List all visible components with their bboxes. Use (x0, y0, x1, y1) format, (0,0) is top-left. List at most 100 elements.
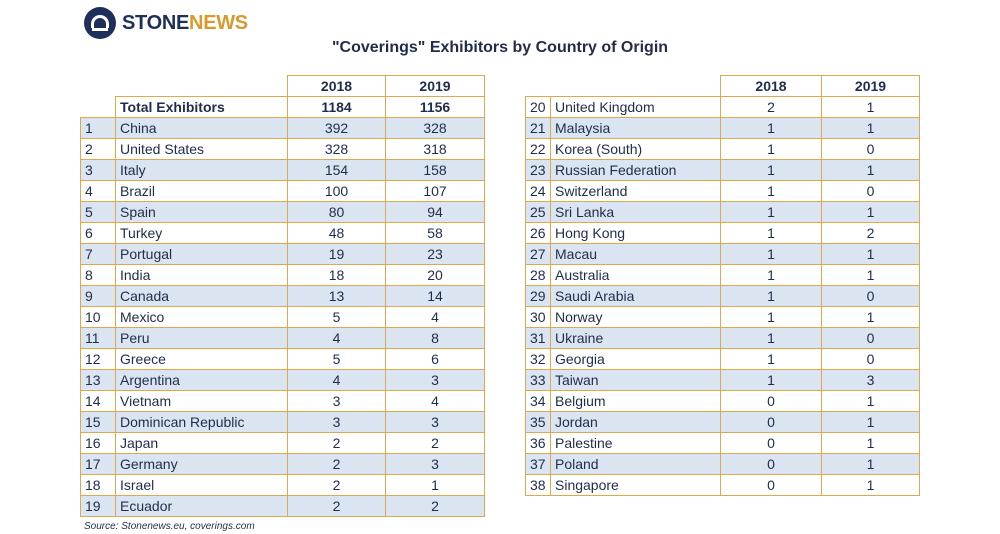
rank-cell: 18 (80, 474, 116, 496)
value-2019-cell: 3 (385, 453, 485, 475)
stonenews-logo: STONENEWS (84, 6, 248, 40)
value-2019-cell: 318 (385, 138, 485, 160)
table-row: 24 Switzerland 1 0 (525, 180, 920, 202)
country-cell: Vietnam (115, 390, 288, 412)
value-2019-cell: 0 (821, 138, 920, 160)
header-blank-rank (81, 76, 116, 97)
country-cell: Mexico (115, 306, 288, 328)
value-2018-cell: 18 (287, 264, 386, 286)
country-cell: Peru (115, 327, 288, 349)
table-row: 3 Italy 154 158 (80, 159, 485, 181)
rank-cell: 1 (80, 117, 116, 139)
total-blank (81, 97, 116, 118)
country-cell: Norway (550, 306, 721, 328)
table-row: 22 Korea (South) 1 0 (525, 138, 920, 160)
value-2018-cell: 392 (287, 117, 386, 139)
value-2019-cell: 1 (821, 306, 920, 328)
rank-cell: 4 (80, 180, 116, 202)
logo-text-news: NEWS (189, 11, 248, 34)
rank-cell: 37 (525, 453, 551, 475)
logo-text: STONENEWS (122, 12, 248, 35)
value-2018-cell: 3 (287, 411, 386, 433)
table-row: 37 Poland 0 1 (525, 453, 920, 475)
table-row: 12 Greece 5 6 (80, 348, 485, 370)
country-cell: Belgium (550, 390, 721, 412)
value-2019-cell: 23 (385, 243, 485, 265)
table-row: 33 Taiwan 1 3 (525, 369, 920, 391)
value-2018-cell: 48 (287, 222, 386, 244)
value-2018-cell: 2 (287, 432, 386, 454)
value-2018-cell: 1 (720, 348, 822, 370)
value-2019-cell: 0 (821, 348, 920, 370)
table-row: 8 India 18 20 (80, 264, 485, 286)
value-2019-cell: 158 (385, 159, 485, 181)
table-row: 1 China 392 328 (80, 117, 485, 139)
rank-cell: 33 (525, 369, 551, 391)
country-cell: Saudi Arabia (550, 285, 721, 307)
rank-cell: 7 (80, 243, 116, 265)
value-2018-cell: 1 (720, 243, 822, 265)
table-row: 9 Canada 13 14 (80, 285, 485, 307)
column-header-2018: 2018 (287, 75, 386, 97)
rank-cell: 25 (525, 201, 551, 223)
value-2018-cell: 0 (720, 453, 822, 475)
value-2019-cell: 1 (821, 411, 920, 433)
rank-cell: 21 (525, 117, 551, 139)
rank-cell: 31 (525, 327, 551, 349)
rank-cell: 15 (80, 411, 116, 433)
total-2018: 1184 (287, 96, 386, 118)
value-2018-cell: 4 (287, 369, 386, 391)
country-cell: Russian Federation (550, 159, 721, 181)
value-2018-cell: 0 (720, 411, 822, 433)
header-blank-rank-right (526, 76, 551, 97)
value-2019-cell: 1 (821, 96, 920, 118)
rank-cell: 14 (80, 390, 116, 412)
value-2018-cell: 13 (287, 285, 386, 307)
country-cell: Israel (115, 474, 288, 496)
value-2018-cell: 1 (720, 117, 822, 139)
table-row: 7 Portugal 19 23 (80, 243, 485, 265)
country-cell: Poland (550, 453, 721, 475)
country-cell: Australia (550, 264, 721, 286)
rank-cell: 17 (80, 453, 116, 475)
value-2018-cell: 2 (287, 495, 386, 517)
country-cell: Sri Lanka (550, 201, 721, 223)
value-2019-cell: 3 (385, 369, 485, 391)
value-2018-cell: 1 (720, 138, 822, 160)
value-2018-cell: 19 (287, 243, 386, 265)
country-cell: United States (115, 138, 288, 160)
table-row: 31 Ukraine 1 0 (525, 327, 920, 349)
column-header-2019: 2019 (385, 75, 485, 97)
country-cell: Georgia (550, 348, 721, 370)
value-2018-cell: 0 (720, 390, 822, 412)
country-cell: Japan (115, 432, 288, 454)
logo-text-stone: STONE (122, 11, 190, 34)
value-2018-cell: 328 (287, 138, 386, 160)
source-note: Source: Stonenews.eu, coverings.com (84, 521, 255, 532)
country-cell: United Kingdom (550, 96, 721, 118)
value-2018-cell: 1 (720, 222, 822, 244)
country-cell: Switzerland (550, 180, 721, 202)
rank-cell: 29 (525, 285, 551, 307)
country-cell: Singapore (550, 474, 721, 496)
rank-cell: 30 (525, 306, 551, 328)
value-2019-cell: 8 (385, 327, 485, 349)
country-cell: Dominican Republic (115, 411, 288, 433)
rank-cell: 13 (80, 369, 116, 391)
value-2019-cell: 0 (821, 285, 920, 307)
table-row: 17 Germany 2 3 (80, 453, 485, 475)
value-2018-cell: 1 (720, 327, 822, 349)
table-row: 16 Japan 2 2 (80, 432, 485, 454)
country-cell: Turkey (115, 222, 288, 244)
value-2018-cell: 1 (720, 306, 822, 328)
value-2019-cell: 1 (821, 390, 920, 412)
rank-cell: 26 (525, 222, 551, 244)
value-2018-cell: 1 (720, 201, 822, 223)
table-row: 28 Australia 1 1 (525, 264, 920, 286)
country-cell: Ecuador (115, 495, 288, 517)
rank-cell: 2 (80, 138, 116, 160)
value-2018-cell: 1 (720, 264, 822, 286)
value-2019-cell: 2 (821, 222, 920, 244)
table-row: 27 Macau 1 1 (525, 243, 920, 265)
rank-cell: 35 (525, 411, 551, 433)
